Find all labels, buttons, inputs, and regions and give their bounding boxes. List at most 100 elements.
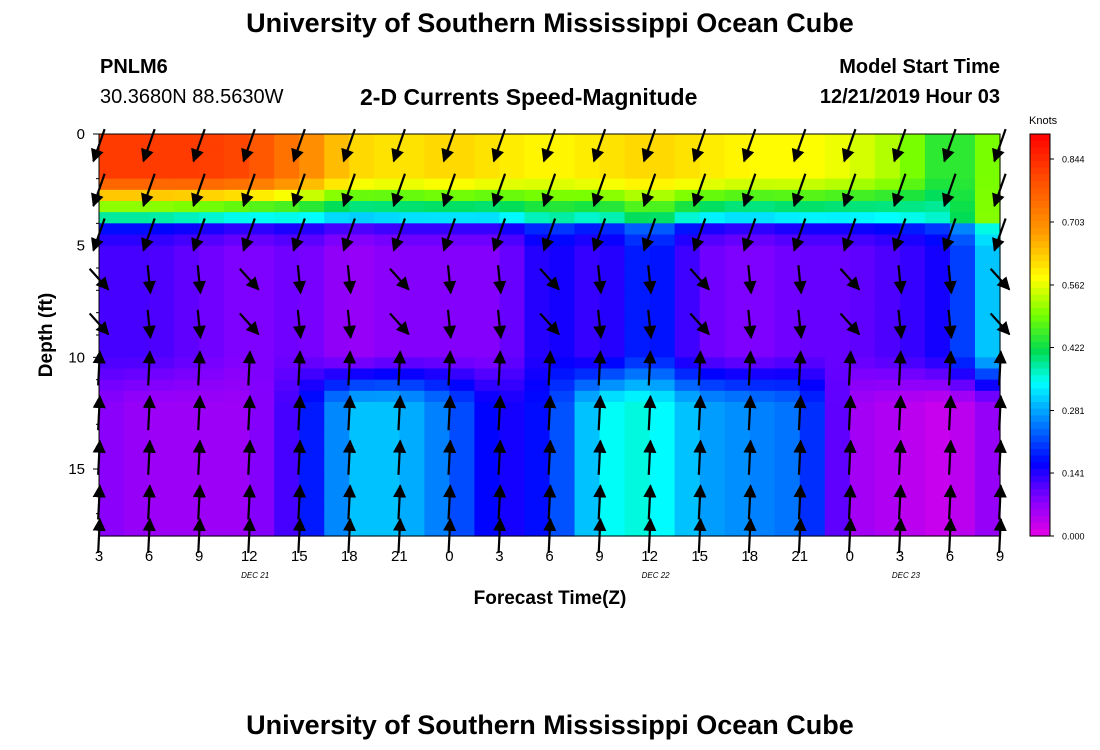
heat-cell [249, 167, 275, 180]
heat-cell [499, 145, 526, 157]
heat-cell [99, 524, 125, 537]
heat-cell [849, 301, 876, 314]
heat-cell [424, 502, 450, 515]
heat-cell [274, 402, 300, 414]
heat-cell [899, 145, 926, 157]
heat-cell [824, 346, 851, 358]
heat-cell [299, 290, 325, 303]
heat-cell [399, 245, 425, 258]
x-tick-label: 0 [445, 548, 453, 565]
heat-cell [749, 513, 776, 526]
heat-cell [199, 301, 225, 314]
heat-cell [524, 178, 551, 191]
heat-cell [624, 223, 651, 236]
heat-cell [374, 312, 400, 325]
heat-cell [374, 156, 400, 169]
heat-cell [349, 402, 375, 414]
heat-cell [99, 156, 125, 169]
heat-cell [499, 502, 526, 515]
heat-cell [349, 368, 375, 381]
current-arrow [291, 218, 306, 252]
heat-cell [449, 513, 476, 526]
heat-cell [749, 480, 776, 492]
heat-cell [949, 212, 976, 224]
heat-cell [224, 234, 250, 247]
heat-cell [374, 234, 400, 247]
heat-cell [374, 223, 400, 236]
heat-cell [324, 134, 350, 146]
heat-cell [674, 402, 701, 414]
heat-cell [499, 178, 526, 191]
heat-cell [249, 189, 275, 202]
heat-cell [149, 279, 175, 291]
heat-cell [549, 469, 576, 481]
current-arrow [389, 312, 410, 336]
heat-cell [249, 457, 275, 470]
heat-cell [149, 234, 175, 247]
x-tick-label: 6 [946, 548, 954, 565]
heat-cell [474, 368, 501, 381]
heat-cell [974, 402, 1001, 414]
current-arrow [191, 218, 206, 252]
heat-cell [174, 379, 200, 392]
heat-cell [674, 469, 701, 481]
y-tick-label: 10 [68, 349, 85, 366]
heat-cell [599, 301, 626, 314]
current-arrow [543, 394, 557, 431]
heat-cell [499, 424, 526, 437]
heat-cell [949, 223, 976, 236]
current-arrow [743, 394, 757, 431]
colorbar-step [1030, 294, 1050, 303]
heat-cell [399, 390, 425, 403]
heat-cell [974, 256, 1001, 269]
heat-cell [674, 435, 701, 448]
heat-cell [974, 134, 1001, 146]
heat-cell [524, 301, 551, 314]
colorbar-step [1030, 442, 1050, 450]
heat-cell [749, 413, 776, 425]
heat-cell [624, 502, 651, 515]
heat-cell [924, 312, 951, 325]
heat-cell [699, 323, 726, 336]
heat-cell [774, 167, 801, 180]
heat-cell [574, 524, 601, 537]
heat-cell [599, 279, 626, 291]
heat-cell [374, 201, 400, 213]
heat-cell [924, 413, 951, 425]
current-arrow [743, 309, 757, 340]
heat-cell [374, 245, 400, 258]
current-arrow [142, 484, 156, 520]
heat-cell [724, 335, 751, 347]
heat-cell [349, 457, 375, 470]
heat-cell [199, 290, 225, 303]
current-arrow [943, 484, 957, 520]
heat-cell [649, 435, 676, 448]
heat-cell [249, 502, 275, 515]
colorbar-step [1030, 174, 1050, 182]
current-arrow [443, 484, 457, 520]
heat-cell [424, 201, 450, 213]
colorbar-step [1030, 187, 1050, 195]
heat-cell [324, 268, 350, 280]
colorbar-step [1030, 355, 1050, 363]
heat-cell [699, 435, 726, 448]
heat-cell [774, 457, 801, 470]
heat-cell [549, 335, 576, 347]
heat-cell [724, 457, 751, 470]
heat-cell [124, 301, 150, 314]
heat-cell [649, 201, 676, 213]
heat-cell [124, 402, 150, 414]
heat-cell [549, 480, 576, 492]
heat-cell [274, 513, 300, 526]
heat-cell [349, 480, 375, 492]
heat-cell [424, 279, 450, 291]
heat-cell [849, 491, 876, 504]
heat-cell [824, 189, 851, 202]
heat-cell [549, 189, 576, 202]
colorbar-frame [1029, 133, 1051, 537]
heat-cell [549, 145, 576, 157]
heat-cell [524, 212, 551, 224]
heat-cell [449, 245, 476, 258]
heat-cell [524, 156, 551, 169]
heat-cell [749, 323, 776, 336]
